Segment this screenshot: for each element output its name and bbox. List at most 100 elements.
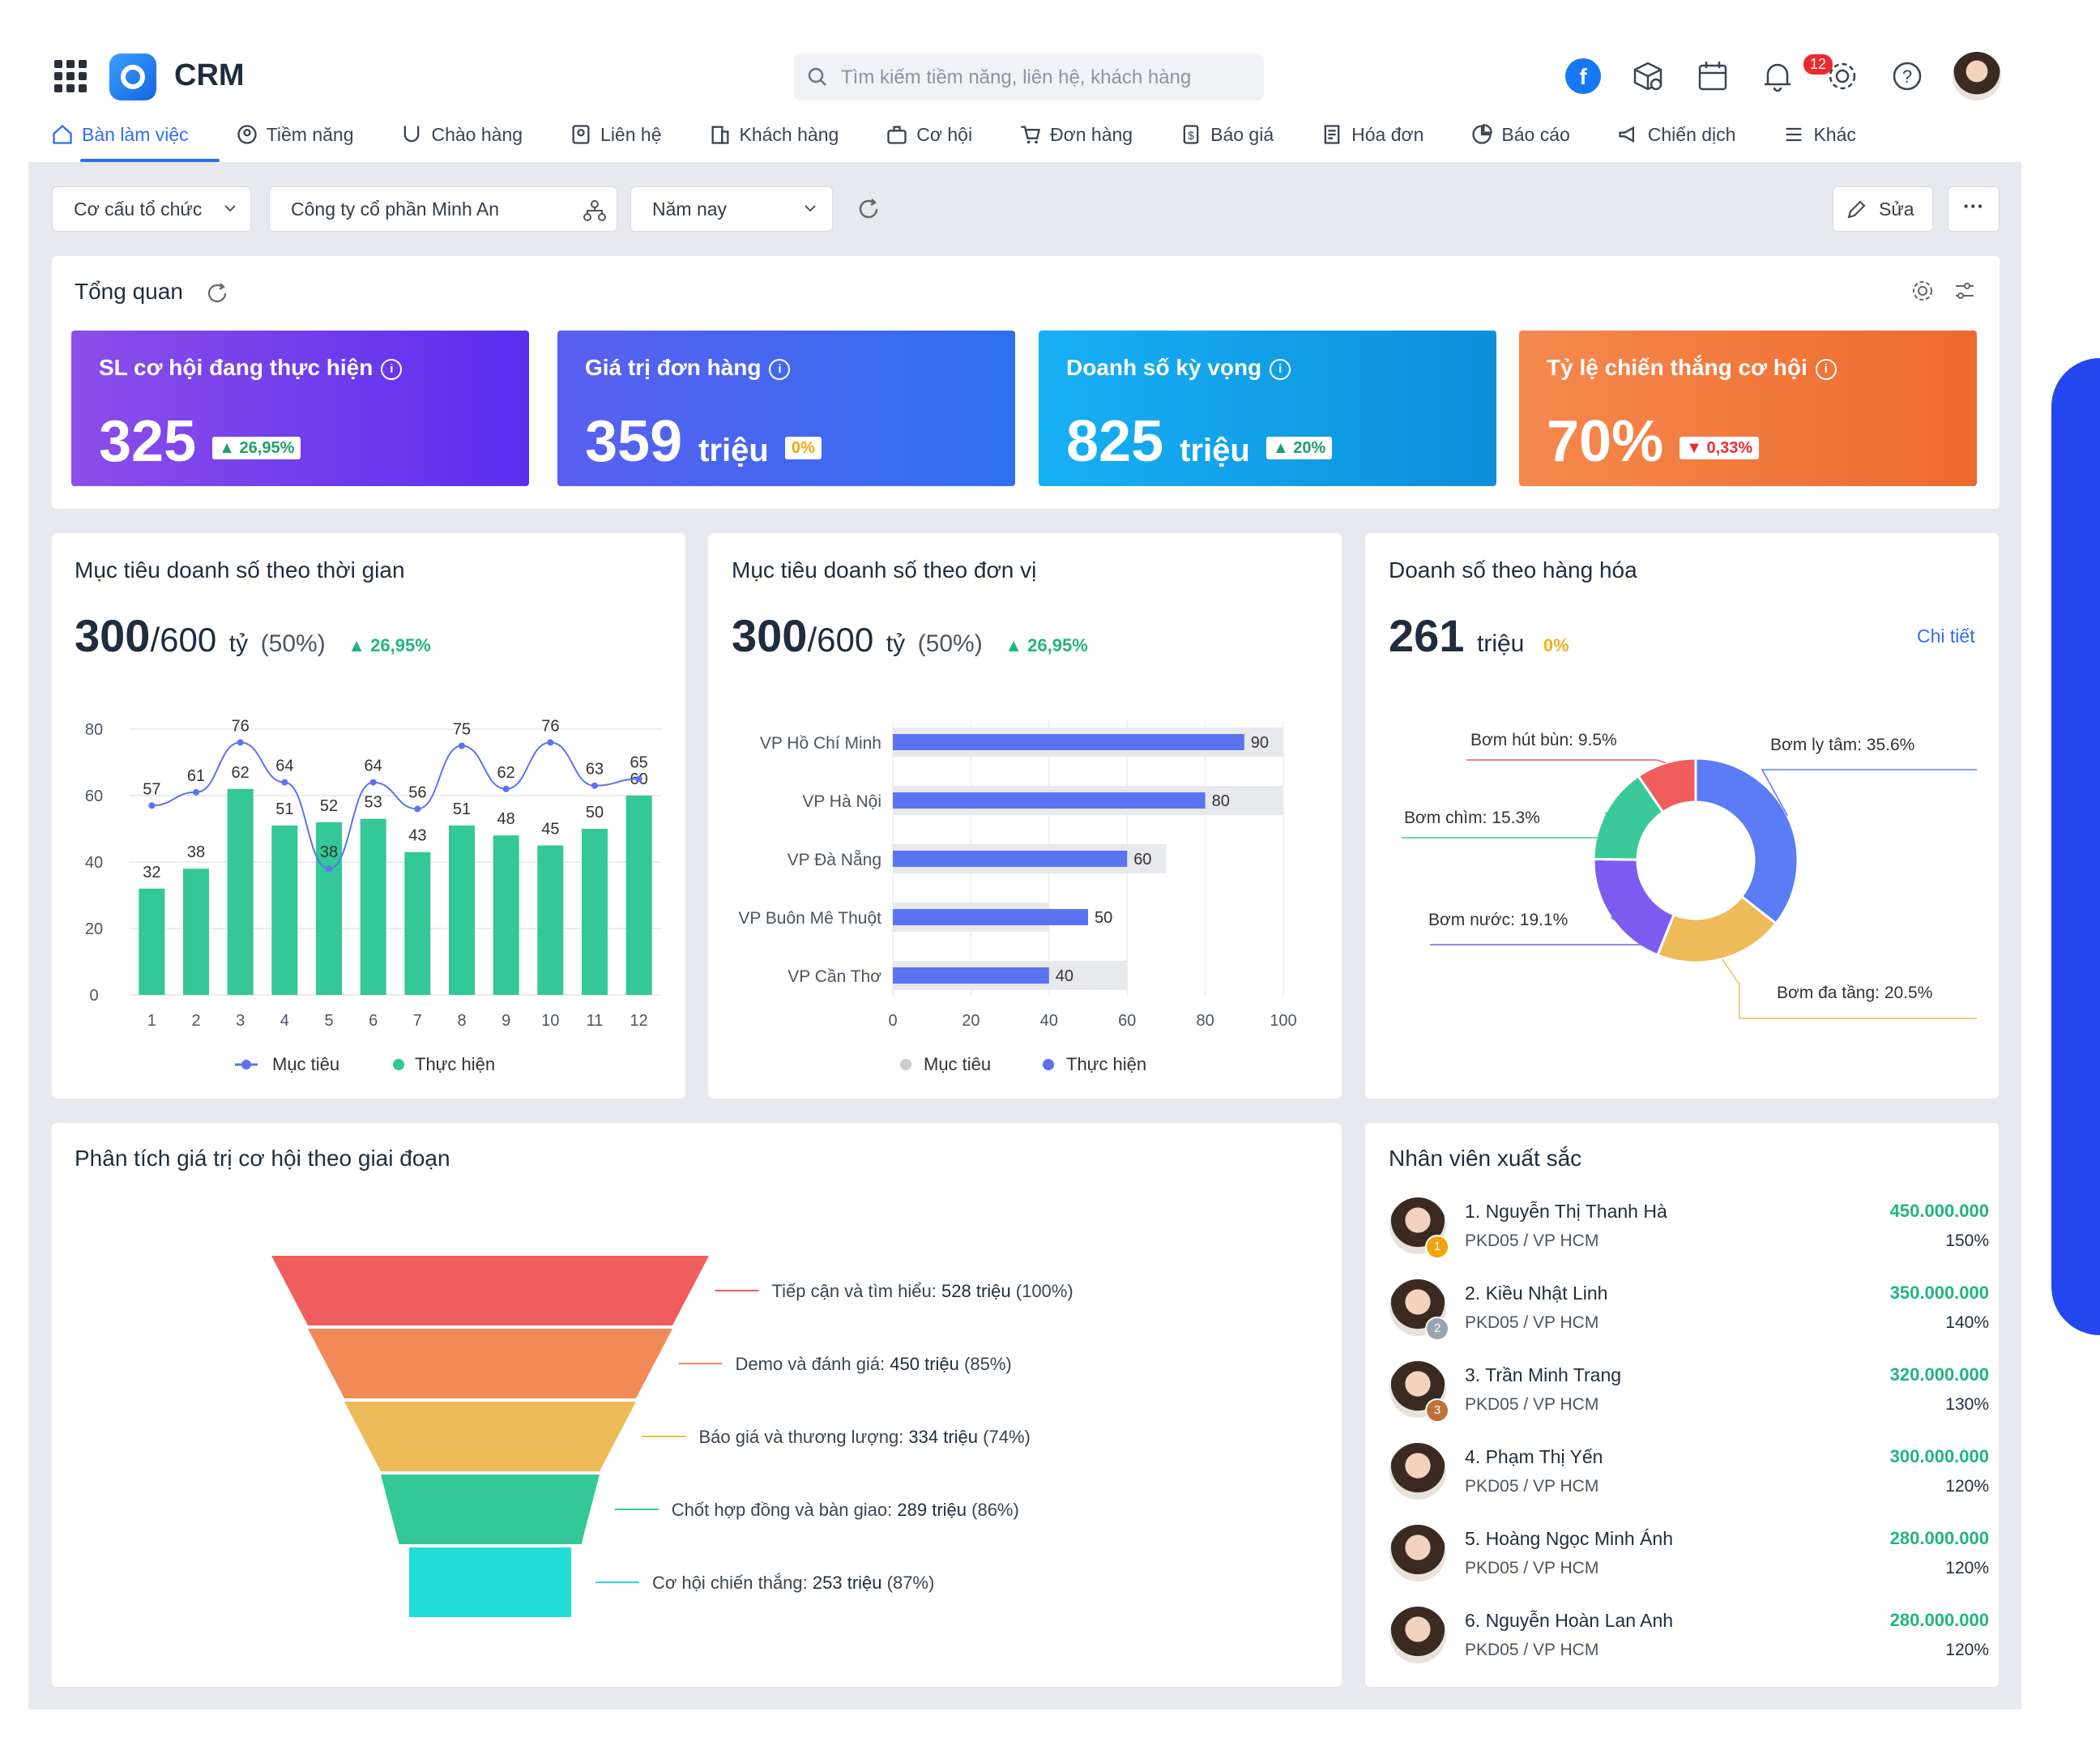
pie-leader-line: [1761, 769, 1977, 817]
refresh-icon[interactable]: [854, 194, 883, 224]
target-value-label: 64: [275, 758, 293, 775]
tab-label: Hóa đơn: [1351, 123, 1424, 145]
y-tick-label: 20: [85, 920, 103, 938]
staff-row[interactable]: 2 2. Kiều Nhật Linh PKD05 / VP HCM 350.000.…: [1389, 1279, 1989, 1352]
staff-row[interactable]: 3 3. Trần Minh Trang PKD05 / VP HCM 320.000…: [1389, 1361, 1989, 1434]
tab-4[interactable]: Khách hàng: [709, 120, 839, 149]
staff-amount: 300.000.000: [1889, 1446, 1989, 1466]
bar: [227, 788, 254, 995]
briefcase-icon: [887, 126, 907, 144]
unit-target-card: [708, 533, 1342, 1099]
target-point: [281, 779, 288, 786]
bell-icon[interactable]: [1758, 57, 1797, 96]
user-avatar[interactable]: [1953, 52, 2001, 100]
tab-5[interactable]: Cơ hội: [886, 120, 972, 149]
kpi-card-2[interactable]: Doanh số kỳ vọng i 825 triệu ▲ 20%: [1039, 331, 1496, 486]
facebook-icon[interactable]: f: [1564, 57, 1603, 96]
info-icon[interactable]: i: [1270, 358, 1291, 380]
pie-slice-label: Bơm hút bùn: 9.5%: [1470, 731, 1617, 749]
kpi-title: Giá trị đơn hàng i: [585, 355, 791, 381]
tab-9[interactable]: Báo cáo: [1470, 120, 1570, 149]
calendar-icon[interactable]: [1693, 57, 1732, 96]
org-structure-select[interactable]: Cơ cấu tổ chức: [52, 186, 251, 232]
kpi-card-0[interactable]: SL cơ hội đang thực hiện i 325 ▲ 26,95%: [71, 331, 529, 486]
company-select[interactable]: Công ty cổ phần Minh An: [269, 186, 617, 232]
product-chart-value: 261 triệu 0%: [1389, 610, 1569, 661]
company-label: Công ty cổ phần Minh An: [291, 198, 499, 220]
tab-label: Bàn làm việc: [82, 123, 189, 145]
bar-value-label: 45: [541, 821, 559, 839]
x-tick-label: 3: [236, 1012, 245, 1030]
stage-value: 334 triệu: [908, 1427, 978, 1447]
bar-value-label: 60: [1133, 851, 1151, 869]
info-icon[interactable]: i: [769, 358, 791, 380]
stage-name: Báo giá và thương lượng:: [699, 1427, 909, 1447]
svg-text:?: ?: [1902, 66, 1912, 87]
gear-icon[interactable]: [1909, 277, 1936, 305]
staff-dept: PKD05 / VP HCM: [1465, 1477, 1599, 1496]
sliders-icon[interactable]: [1951, 277, 1978, 305]
stage-value: 289 triệu: [897, 1500, 967, 1520]
x-tick-label: 9: [502, 1012, 510, 1030]
more-options-button[interactable]: ···: [1948, 186, 2000, 232]
target-value-label: 76: [541, 717, 559, 735]
staff-row[interactable]: 4. Phạm Thị Yến PKD05 / VP HCM 300.000.000…: [1389, 1443, 1989, 1516]
stage-percent: (74%): [978, 1427, 1031, 1447]
edit-button[interactable]: Sửa: [1833, 186, 1933, 232]
staff-row[interactable]: 6. Nguyễn Hoàn Lan Anh PKD05 / VP HCM 280.…: [1389, 1607, 1989, 1680]
tab-0[interactable]: Bàn làm việc: [51, 120, 189, 149]
funnel-stage: [271, 1256, 709, 1325]
tab-2[interactable]: Chào hàng: [400, 120, 523, 149]
cart-icon: [1021, 126, 1041, 144]
staff-row[interactable]: 1 1. Nguyễn Thị Thanh Hà PKD05 / VP HCM 450…: [1389, 1197, 1989, 1270]
pie-leader-line: [1721, 958, 1977, 1019]
unit-chart-title: Mục tiêu doanh số theo đơn vị: [732, 557, 1037, 583]
org-tree-icon: [583, 200, 606, 221]
period-select[interactable]: Năm nay: [630, 186, 833, 232]
staff-name: 5. Hoàng Ngọc Minh Ánh: [1465, 1528, 1673, 1549]
category-label: VP Buôn Mê Thuột: [738, 909, 881, 928]
x-tick-label: 2: [191, 1012, 200, 1030]
app-launcher-icon[interactable]: [54, 60, 87, 92]
bar: [139, 888, 165, 995]
refresh-icon[interactable]: [204, 280, 230, 306]
tab-8[interactable]: Hóa đơn: [1321, 120, 1423, 149]
target-line: [152, 741, 639, 870]
pie-slice-label: Bơm đa tầng: 20.5%: [1777, 984, 1932, 1002]
tab-7[interactable]: $ Báo giá: [1180, 120, 1274, 149]
stage-percent: (85%): [959, 1354, 1012, 1374]
staff-name: 2. Kiều Nhật Linh: [1465, 1283, 1608, 1304]
x-tick-label: 12: [630, 1012, 648, 1030]
staff-row[interactable]: 5. Hoàng Ngọc Minh Ánh PKD05 / VP HCM 280.…: [1389, 1525, 1989, 1598]
info-icon[interactable]: i: [381, 358, 403, 380]
info-icon[interactable]: i: [1815, 358, 1837, 380]
funnel-stage-label: Chốt hợp đồng và bàn giao: 289 triệu (86…: [672, 1500, 1019, 1520]
kpi-card-1[interactable]: Giá trị đơn hàng i 359 triệu 0%: [557, 331, 1015, 486]
actual-bar: [893, 851, 1128, 867]
avatar: [1389, 1443, 1446, 1500]
pie-icon: [1472, 124, 1493, 144]
tab-11[interactable]: Khác: [1782, 120, 1856, 149]
kpi-card-3[interactable]: Tỷ lệ chiến thắng cơ hội i 70% ▼ 0,33%: [1519, 331, 1977, 486]
staff-percent: 120%: [1945, 1477, 1989, 1496]
package-search-icon[interactable]: [1628, 57, 1667, 96]
bar: [493, 835, 519, 995]
tab-6[interactable]: Đơn hàng: [1019, 120, 1133, 149]
search-input[interactable]: Tìm kiếm tiềm năng, liên hệ, khách hàng: [794, 53, 1264, 100]
tab-3[interactable]: Liên hệ: [570, 120, 662, 149]
product-chart-title: Doanh số theo hàng hóa: [1389, 557, 1637, 583]
legend-actual-label: Thực hiện: [1066, 1054, 1146, 1074]
product-sales-card: [1365, 533, 1999, 1099]
medal-badge: 3: [1425, 1398, 1449, 1423]
tab-1[interactable]: Tiềm năng: [236, 120, 353, 149]
target-point: [237, 739, 244, 746]
staff-name: 3. Trần Minh Trang: [1465, 1364, 1622, 1385]
target-value-label: 64: [365, 758, 382, 775]
bar-value-label: 90: [1251, 734, 1269, 752]
tab-10[interactable]: Chiến dịch: [1617, 120, 1735, 149]
bar-value-label: 62: [232, 764, 250, 782]
gear-icon[interactable]: [1823, 57, 1862, 96]
help-icon[interactable]: ?: [1888, 57, 1927, 96]
target-point: [369, 779, 377, 786]
detail-link[interactable]: Chi tiết: [1917, 625, 1975, 647]
